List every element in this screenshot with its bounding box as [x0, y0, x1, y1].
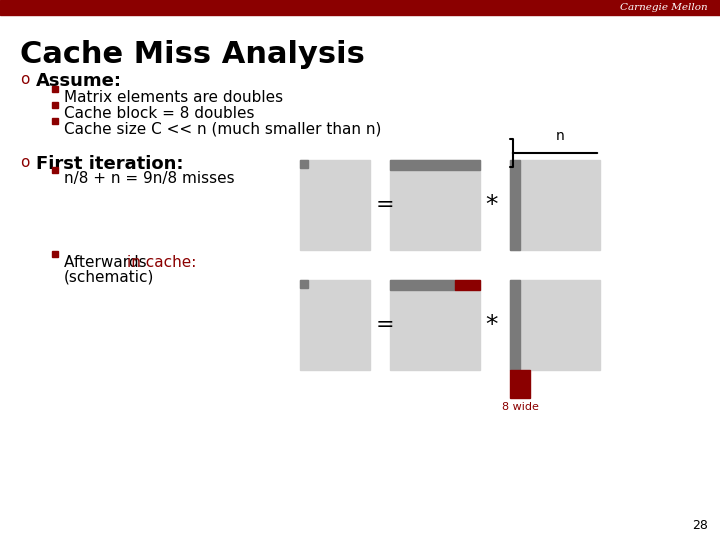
Bar [300, 280, 370, 370]
Text: n: n [556, 129, 564, 143]
Bar [390, 280, 480, 370]
Text: Carnegie Mellon: Carnegie Mellon [621, 3, 708, 12]
Bar [52, 86, 58, 92]
Text: First iteration:: First iteration: [36, 155, 184, 173]
Bar [52, 118, 58, 124]
Text: (schematic): (schematic) [64, 270, 154, 285]
Text: =: = [376, 195, 395, 215]
Text: o: o [20, 72, 30, 87]
Bar [300, 160, 370, 250]
Bar [52, 251, 58, 257]
Bar [300, 280, 308, 288]
Bar [390, 280, 455, 290]
Text: o: o [20, 155, 30, 170]
Text: 28: 28 [692, 519, 708, 532]
Bar [510, 280, 520, 370]
Text: Cache Miss Analysis: Cache Miss Analysis [20, 40, 365, 69]
Text: Cache block = 8 doubles: Cache block = 8 doubles [64, 106, 254, 121]
Bar [52, 167, 58, 173]
Bar [52, 102, 58, 108]
Text: *: * [486, 313, 498, 337]
Bar [0, 0, 720, 15]
Text: Afterwards: Afterwards [64, 255, 151, 270]
Text: 8 wide: 8 wide [502, 402, 539, 412]
Bar [390, 160, 480, 250]
Text: Matrix elements are doubles: Matrix elements are doubles [64, 90, 283, 105]
Text: *: * [486, 193, 498, 217]
Bar [510, 160, 600, 250]
Bar [300, 160, 308, 168]
Bar [510, 160, 520, 250]
Bar [510, 280, 600, 370]
Text: Cache size C << n (much smaller than n): Cache size C << n (much smaller than n) [64, 122, 382, 137]
Bar [390, 160, 480, 170]
Text: Assume:: Assume: [36, 72, 122, 90]
Bar [510, 370, 530, 398]
Bar [455, 280, 480, 290]
Text: n/8 + n = 9n/8 misses: n/8 + n = 9n/8 misses [64, 171, 235, 186]
Text: =: = [376, 315, 395, 335]
Text: in cache:: in cache: [127, 255, 197, 270]
